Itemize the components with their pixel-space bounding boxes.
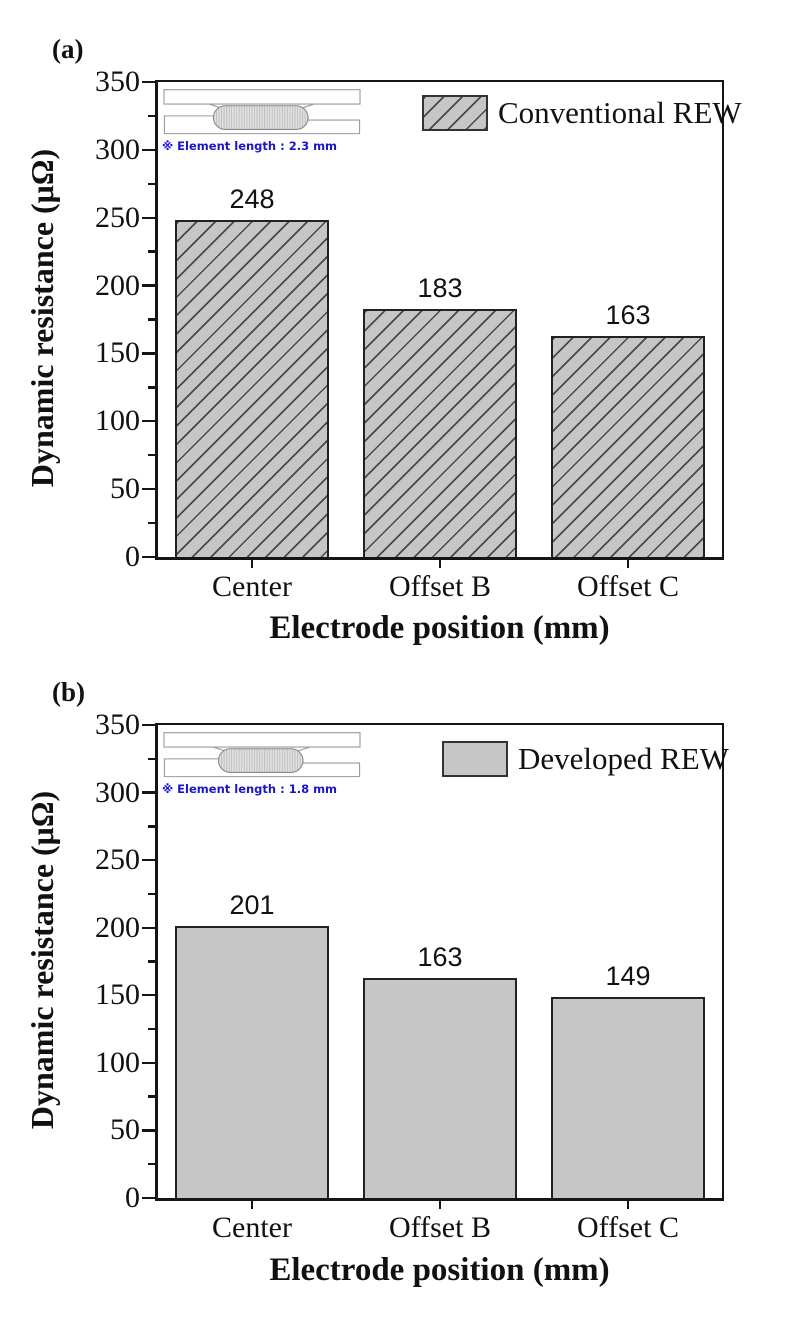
y-axis-major-tick: [142, 858, 155, 862]
x-axis-tick-label: Center: [212, 570, 292, 603]
y-axis-tick-label: 0: [125, 1181, 140, 1214]
legend-swatch-hatched: [422, 95, 488, 131]
element-length-note: ※ Element length : 1.8 mm: [162, 782, 338, 796]
y-axis-tick-label: 0: [125, 540, 140, 573]
x-axis-tick: [250, 559, 254, 568]
y-axis-minor-tick: [148, 825, 155, 828]
bar-value-label: 201: [229, 890, 275, 921]
bar-value-label: 149: [605, 960, 651, 991]
y-axis-minor-tick: [148, 250, 155, 253]
y-axis-tick-label: 50: [110, 1113, 140, 1147]
x-axis-tick: [438, 559, 442, 568]
y-axis-minor-tick: [148, 892, 155, 896]
y-axis-major-tick: [142, 1061, 155, 1065]
x-axis-tick-label: Offset C: [577, 1211, 679, 1244]
y-axis-title: Dynamic resistance (μΩ): [24, 148, 60, 488]
y-axis-minor-tick: [148, 114, 155, 118]
x-axis-title: Electrode position (mm): [269, 1252, 610, 1288]
y-axis-tick-label: 50: [110, 472, 140, 506]
y-axis-major-tick: [142, 1129, 155, 1132]
y-axis-major-tick: [142, 994, 155, 997]
bar-offset-c: [551, 335, 705, 557]
y-axis-tick-label: 100: [95, 404, 140, 438]
y-axis-major-tick: [142, 791, 155, 794]
x-axis-tick-label: Center: [212, 1211, 292, 1244]
y-axis-major-tick: [142, 487, 155, 491]
y-axis-minor-tick: [148, 182, 155, 185]
plot-area: ※ Element length : 2.3 mm Conventional R…: [95, 65, 742, 603]
resistance-element-shape: [217, 748, 304, 773]
y-axis-major-tick: [142, 284, 155, 287]
y-axis-tick-label: 200: [95, 268, 140, 302]
element-length-note: ※ Element length : 2.3 mm: [162, 139, 338, 153]
x-axis-title: Electrode position (mm): [269, 610, 610, 646]
y-axis-minor-tick: [148, 521, 155, 525]
legend: Conventional REW: [422, 95, 742, 131]
legend-swatch-solid: [442, 741, 508, 777]
y-axis-tick-label: 250: [95, 843, 140, 877]
bar-value-label: 183: [417, 272, 463, 303]
y-axis-tick-label: 150: [95, 336, 140, 370]
y-axis-major-tick: [142, 1196, 155, 1200]
bar-value-label: 248: [229, 184, 275, 215]
y-axis-major-tick: [142, 926, 155, 929]
x-axis-tick-label: Offset B: [389, 570, 491, 603]
bar-offset-c: [551, 996, 705, 1198]
panel-label-b: (b): [52, 677, 85, 707]
resistance-element-shape: [212, 105, 309, 130]
top-busbar-outline: [163, 732, 361, 748]
y-axis-minor-tick: [148, 757, 155, 760]
weld-element-inset: ※ Element length : 1.8 mm: [162, 731, 362, 796]
panel-label-a: (a): [52, 34, 84, 64]
plot-area: ※ Element length : 1.8 mm Developed REW …: [95, 708, 729, 1244]
y-axis-minor-tick: [148, 1163, 155, 1166]
y-axis-tick-label: 200: [95, 910, 140, 944]
y-axis-tick-label: 300: [95, 132, 140, 166]
top-busbar-outline: [163, 89, 361, 105]
x-axis-tick: [438, 1200, 442, 1209]
bar-value-label: 163: [417, 941, 463, 972]
weld-element-diagram-icon: [163, 89, 361, 135]
x-axis-tick: [626, 559, 630, 568]
y-axis-major-tick: [142, 555, 155, 559]
bar-offset-b: [363, 977, 517, 1198]
bar-center: [175, 220, 329, 557]
y-axis-tick-label: 150: [95, 978, 140, 1012]
y-axis-major-tick: [142, 352, 155, 355]
weld-element-inset: ※ Element length : 2.3 mm: [162, 88, 362, 153]
y-axis-major-tick: [142, 723, 155, 727]
y-axis-minor-tick: [148, 1095, 155, 1098]
weld-element-diagram-icon: [163, 732, 361, 778]
bar-value-label: 163: [605, 299, 651, 330]
y-axis-tick-label: 350: [95, 65, 140, 98]
x-axis-tick: [250, 1200, 254, 1209]
x-axis-tick-label: Offset C: [577, 570, 679, 603]
bar-center: [175, 926, 329, 1198]
legend-label: Developed REW: [518, 741, 729, 776]
y-axis-tick-label: 100: [95, 1045, 140, 1079]
y-axis-minor-tick: [148, 1027, 155, 1031]
bar-offset-b: [363, 308, 517, 557]
y-axis-major-tick: [142, 216, 155, 219]
y-axis-tick-label: 350: [95, 708, 140, 741]
y-axis-minor-tick: [148, 454, 155, 457]
legend: Developed REW: [442, 741, 729, 777]
y-axis-major-tick: [142, 80, 155, 84]
y-axis-minor-tick: [148, 318, 155, 321]
y-axis-tick-label: 250: [95, 200, 140, 234]
y-axis-tick-label: 300: [95, 775, 140, 809]
y-axis-major-tick: [142, 148, 155, 152]
y-axis-title: Dynamic resistance (μΩ): [24, 790, 60, 1130]
x-axis-tick: [626, 1200, 630, 1209]
legend-label: Conventional REW: [498, 95, 742, 130]
y-axis-major-tick: [142, 420, 155, 423]
x-axis-tick-label: Offset B: [389, 1211, 491, 1244]
y-axis-minor-tick: [148, 386, 155, 389]
y-axis-minor-tick: [148, 960, 155, 963]
